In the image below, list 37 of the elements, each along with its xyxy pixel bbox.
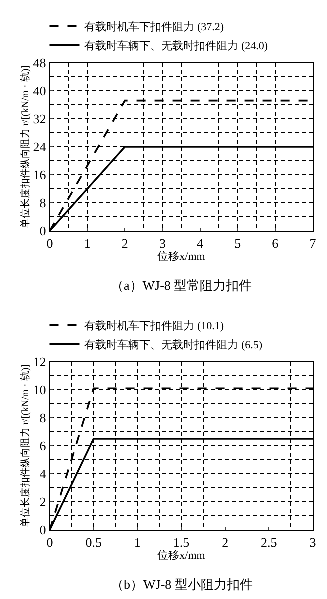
- x-tick-label: 4: [197, 236, 204, 251]
- y-tick-label: 10: [33, 382, 46, 398]
- x-tick-label: 1.5: [173, 534, 190, 550]
- y-axis-title: 单位长度扣件纵向阻力 r/[(kN/m · 轨)]: [19, 65, 32, 229]
- y-tick-label: 0: [40, 224, 46, 239]
- x-tick-label: 0.5: [86, 534, 102, 550]
- x-tick-label: 1: [134, 534, 141, 550]
- x-tick-label: 2: [222, 534, 229, 550]
- y-tick-label: 32: [33, 112, 46, 127]
- x-tick-label: 3: [159, 236, 166, 251]
- legend-label: 有载时车辆下、无载时扣件阻力 (24.0): [84, 39, 268, 52]
- y-tick-label: 8: [40, 196, 46, 211]
- x-tick-label: 1: [84, 236, 91, 251]
- y-tick-label: 48: [33, 56, 46, 71]
- y-tick-label: 0: [40, 522, 46, 538]
- text: （b）WJ-8 型小阻力扣件: [111, 577, 253, 592]
- x-tick-label: 2.5: [261, 534, 278, 550]
- y-tick-label: 4: [40, 466, 47, 482]
- x-tick-label: 2: [122, 236, 128, 251]
- legend-label: 有载时机车下扣件阻力 (37.2): [84, 20, 224, 34]
- legend-label: 有载时车辆下、无载时扣件阻力 (6.5): [84, 338, 263, 352]
- y-tick-label: 40: [33, 84, 46, 99]
- y-axis-title: 单位长度扣件纵向阻力 r/[(kN/m · 轨)]: [19, 364, 32, 528]
- x-tick-label: 5: [234, 236, 242, 251]
- y-tick-label: 24: [33, 140, 47, 155]
- y-tick-label: 16: [33, 168, 47, 183]
- text: （a）WJ-8 型常阻力扣件: [111, 278, 252, 293]
- x-axis-title: 位移x/mm: [158, 550, 206, 562]
- legend-label: 有载时机车下扣件阻力 (10.1): [84, 319, 224, 332]
- x-tick-label: 3: [310, 534, 316, 550]
- x-axis-title: 位移x/mm: [158, 250, 206, 263]
- x-tick-label: 7: [310, 236, 317, 251]
- y-tick-label: 12: [33, 354, 46, 370]
- y-tick-label: 2: [40, 494, 46, 510]
- x-tick-label: 6: [272, 236, 280, 251]
- y-tick-label: 6: [40, 438, 47, 454]
- y-tick-label: 8: [40, 410, 46, 426]
